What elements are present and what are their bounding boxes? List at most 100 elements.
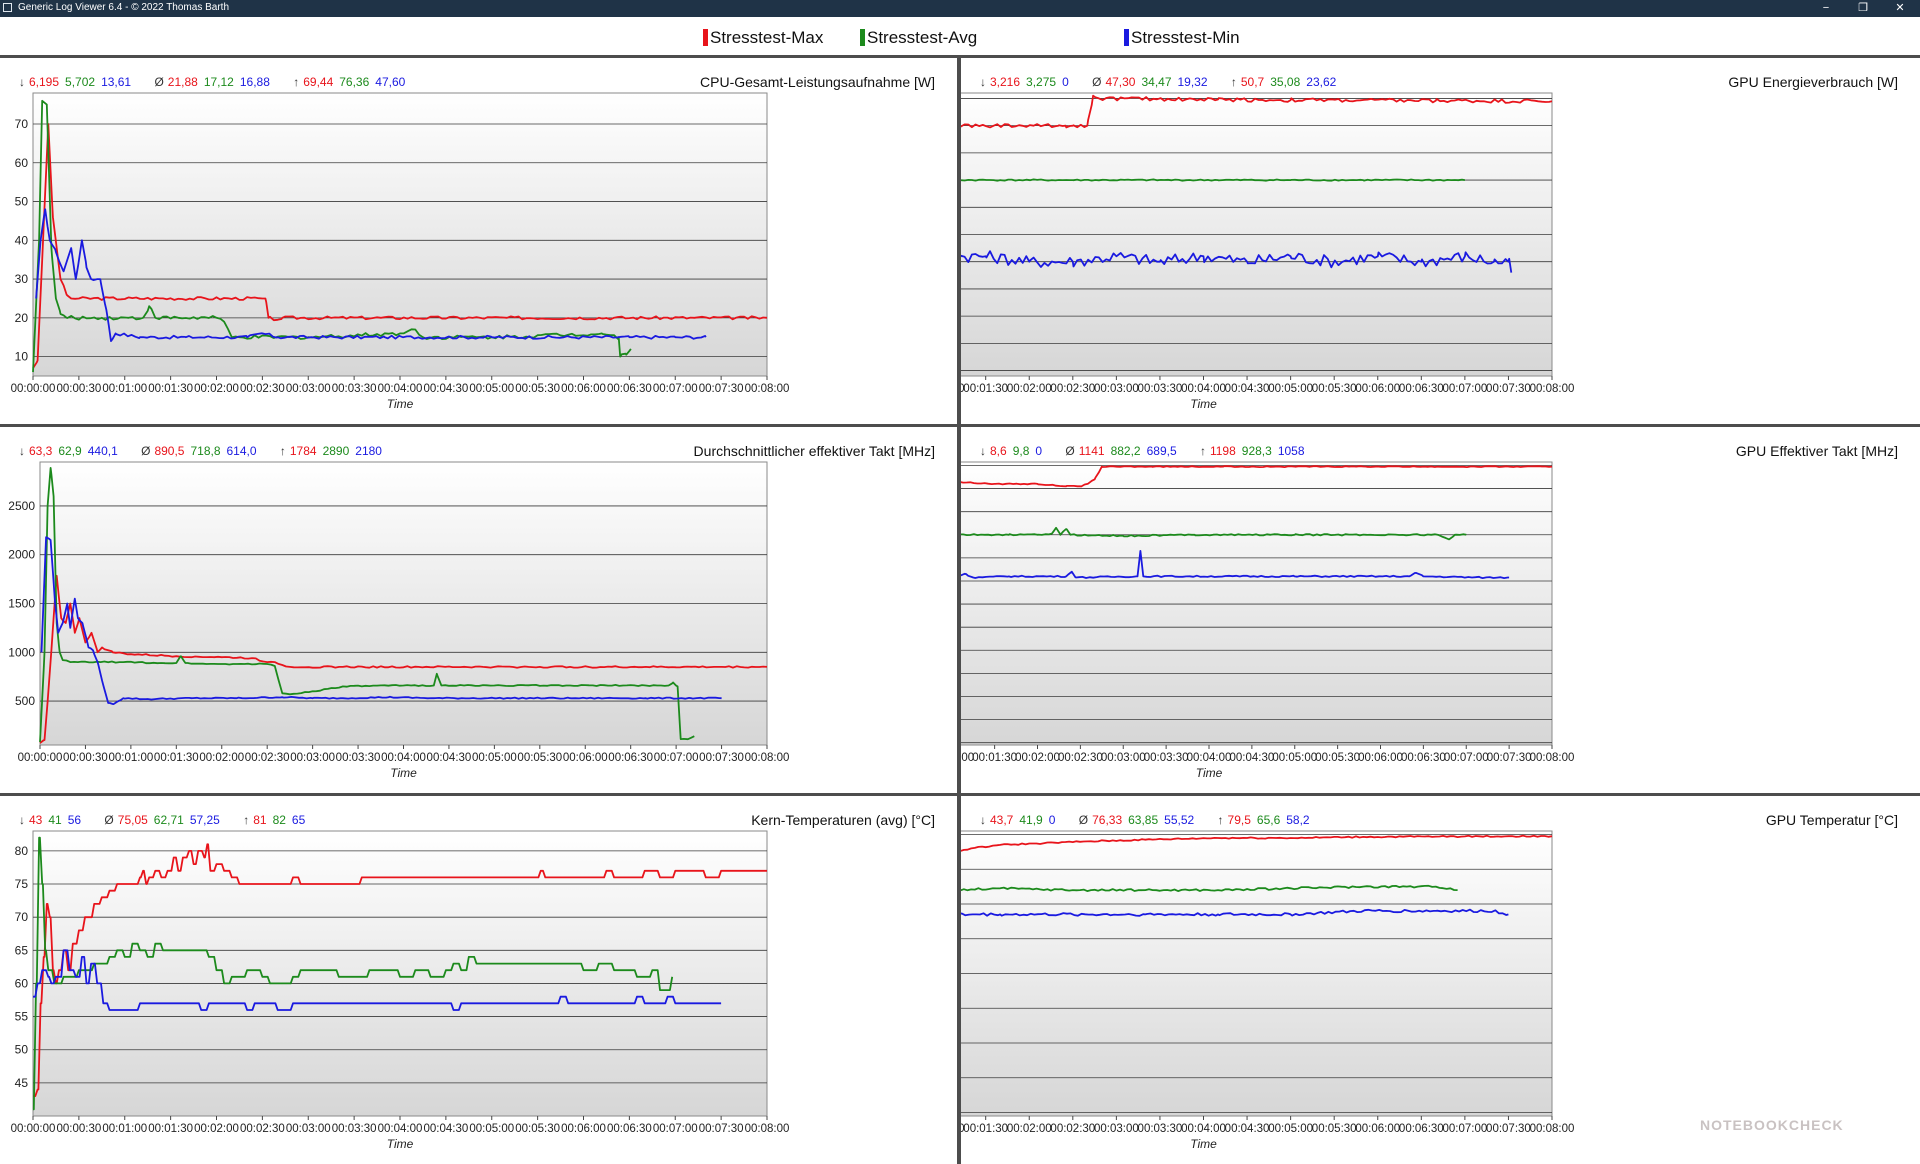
chart-svg[interactable]: 0100200300400500600700800900100011001200… [961,427,1920,793]
x-tick-label: 00:02:30 [240,1123,285,1135]
x-tick-label: 00:01:00 [961,1123,965,1135]
x-tick-label: 00:06:30 [1401,752,1446,764]
x-tick-label: 00:03:30 [1138,1123,1183,1135]
x-tick-label: 00:08:00 [1530,752,1575,764]
chart-panel-gpu-temp[interactable]: 0102030405060708000:00:0000:00:3000:01:0… [961,796,1920,1164]
x-tick-label: 00:01:00 [102,1123,147,1135]
plot-area [32,92,768,377]
x-tick-label: 00:06:00 [1355,1123,1400,1135]
stats-line: ↓ 3,216 3,275 0 Ø 47,30 34,47 19,32 ↑ 50,7 35,08… [980,75,1337,89]
x-tick-label: 00:02:00 [194,1123,239,1135]
x-tick-label: 00:04:30 [427,752,472,764]
close-button[interactable]: ✕ [1895,2,1905,14]
chart-title: GPU Energieverbrauch [W] [1728,74,1898,90]
y-tick-label: 2500 [8,499,35,513]
x-tick-label: 00:07:00 [1444,752,1489,764]
legend-label-max: Stresstest-Max [710,28,824,47]
minimize-button[interactable]: − [1822,2,1830,14]
x-tick-label: 00:00:30 [56,1123,101,1135]
stats-line: ↓ 63,3 62,9 440,1 Ø 890,5 718,8 614,0 ↑ 1784 289… [19,444,382,458]
x-tick-label: 00:06:30 [607,383,652,395]
legend-item-min[interactable]: Stresstest-Min [1124,27,1240,49]
legend-label-avg: Stresstest-Avg [867,28,978,47]
x-tick-label: 00:03:00 [286,1123,331,1135]
x-tick-label: 00:04:30 [1225,1123,1270,1135]
x-tick-label: 00:04:30 [423,383,468,395]
legend-bar: Stresstest-Max Stresstest-Avg Stresstest… [0,17,1920,55]
legend-item-avg[interactable]: Stresstest-Avg [860,27,977,49]
x-tick-label: 00:02:00 [199,752,244,764]
chart-panel-gpu-clock[interactable]: 0100200300400500600700800900100011001200… [961,427,1920,793]
y-tick-label: 50 [15,1043,29,1057]
series-line-stresstest-max [961,834,1553,852]
x-tick-label: 00:08:00 [745,383,790,395]
chart-svg[interactable]: 0510152025303540455000:00:0000:00:3000:0… [961,58,1920,424]
y-tick-label: 500 [15,694,35,708]
maximize-button[interactable]: ❐ [1858,2,1868,14]
x-tick-label: 00:04:00 [378,383,423,395]
x-tick-label: 00:06:00 [1358,752,1403,764]
x-tick-label: 00:01:00 [108,752,153,764]
x-tick-label: 00:01:30 [963,383,1008,395]
x-tick-label: 00:00:30 [63,752,108,764]
x-tick-label: 00:06:00 [563,752,608,764]
x-tick-label: 00:06:30 [1399,1123,1444,1135]
series-line-stresstest-avg [32,836,674,1111]
x-tick-label: 00:01:30 [148,1123,193,1135]
chart-title: Durchschnittlicher effektiver Takt [MHz] [693,443,935,459]
x-tick-label: 00:01:00 [102,383,147,395]
y-tick-label: 55 [15,1010,29,1024]
y-tick-label: 20 [15,311,29,325]
series-line-stresstest-max [32,123,768,369]
x-tick-label: 00:02:00 [1007,1123,1052,1135]
y-tick-label: 40 [15,233,29,247]
x-tick-label: 00:05:30 [1312,1123,1357,1135]
x-tick-label: 00:07:00 [654,752,699,764]
app-icon [3,3,12,12]
window-title: Generic Log Viewer 6.4 - © 2022 Thomas B… [18,2,230,13]
x-axis-label: Time [387,397,414,411]
x-tick-label: 00:02:00 [1015,752,1060,764]
x-tick-label: 00:03:00 [286,383,331,395]
x-tick-label: 00:01:30 [963,1123,1008,1135]
chart-panel-gpu-power[interactable]: 0510152025303540455000:00:0000:00:3000:0… [961,58,1920,424]
legend-label-min: Stresstest-Min [1131,28,1240,47]
x-tick-label: 00:01:00 [961,752,974,764]
x-axis-label: Time [1190,397,1217,411]
y-tick-label: 45 [15,1076,29,1090]
chart-panel-core-temp[interactable]: 45 50 55 60 65 70 75 80 00:00:00 00:00:30 00:01:00… [0,796,957,1164]
y-tick-label: 2000 [8,548,35,562]
x-axis-label: Time [1190,1137,1217,1151]
x-axis-label: Time [387,1137,414,1151]
legend-swatch-avg [860,29,865,46]
x-tick-label: 00:05:30 [517,752,562,764]
y-tick-label: 60 [15,976,29,990]
x-tick-label: 00:04:00 [378,1123,423,1135]
x-tick-label: 00:05:00 [469,383,514,395]
x-tick-label: 00:07:30 [1486,383,1531,395]
chart-panel-cpu-clock[interactable]: 500 1000 1500 2000 2500 00:00:00 00:00:30 00:01… [0,427,957,793]
plot-area [961,461,1553,746]
chart-panel-cpu-power[interactable]: 10 20 30 40 50 60 70 00:00:00 00:00:30 00:01:00 00… [0,58,957,424]
series-line-stresstest-min [33,949,722,1011]
series-line-stresstest-min [961,550,1510,579]
stats-line: ↓ 43,7 41,9 0 Ø 76,33 63,85 55,52 ↑ 79,5 65,6 58,… [980,813,1310,827]
y-tick-label: 60 [15,156,29,170]
x-tick-label: 00:06:00 [1355,383,1400,395]
legend-item-max[interactable]: Stresstest-Max [703,27,823,49]
x-tick-label: 00:00:30 [56,383,101,395]
chart-svg[interactable]: 0102030405060708000:00:0000:00:3000:01:0… [961,796,1920,1164]
y-tick-label: 75 [15,877,29,891]
x-tick-label: 00:02:30 [245,752,290,764]
separator [957,55,961,1164]
x-tick-label: 00:06:30 [1399,383,1444,395]
y-tick-label: 80 [15,844,29,858]
x-tick-label: 00:05:00 [469,1123,514,1135]
x-tick-label: 00:05:30 [1312,383,1357,395]
x-tick-label: 00:07:00 [1442,1123,1487,1135]
x-tick-label: 00:05:30 [1315,752,1360,764]
chart-svg[interactable]: 45 50 55 60 65 70 75 80 00:00:00 00:00:30 00:01:00… [0,796,957,1164]
x-tick-label: 00:04:30 [1229,752,1274,764]
